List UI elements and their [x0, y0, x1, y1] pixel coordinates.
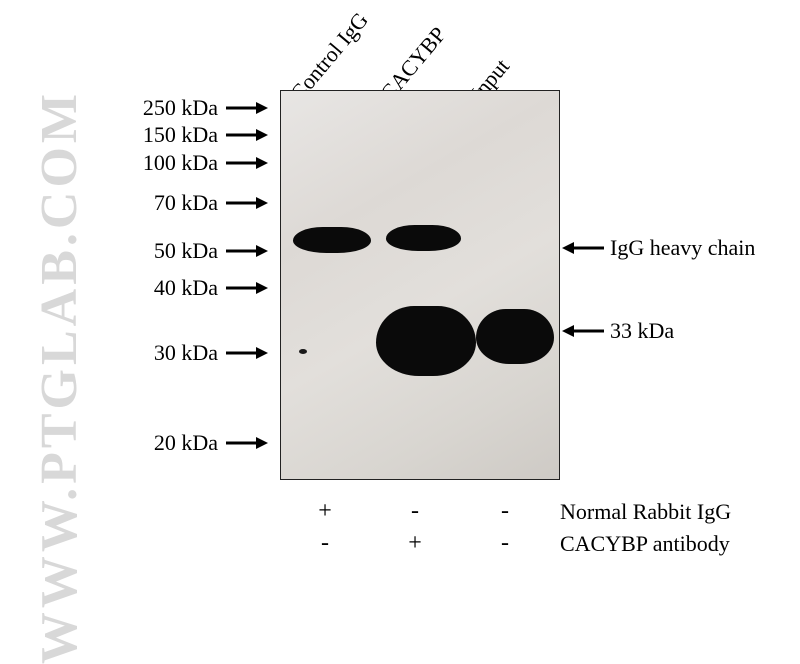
mw-marker-40: 40 kDa: [88, 275, 268, 301]
cond-label: CACYBP antibody: [560, 531, 730, 557]
cond-symbol: +: [280, 498, 370, 525]
blot-artifact-spot: [299, 349, 307, 354]
annot-igg-heavy-chain: IgG heavy chain: [562, 235, 755, 261]
mw-label: 30 kDa: [154, 340, 218, 366]
arrow-left-icon: [562, 324, 604, 338]
mw-marker-50: 50 kDa: [88, 238, 268, 264]
annot-label: 33 kDa: [610, 318, 674, 344]
arrow-left-icon: [562, 241, 604, 255]
mw-marker-30: 30 kDa: [88, 340, 268, 366]
mw-marker-70: 70 kDa: [88, 190, 268, 216]
arrow-right-icon: [226, 156, 268, 170]
western-blot-image: [280, 90, 560, 480]
mw-label: 70 kDa: [154, 190, 218, 216]
mw-marker-20: 20 kDa: [88, 430, 268, 456]
cond-symbol: -: [280, 530, 370, 557]
arrow-right-icon: [226, 101, 268, 115]
arrow-right-icon: [226, 346, 268, 360]
band-igg-hc-lane2: [386, 225, 461, 251]
mw-label: 250 kDa: [143, 95, 218, 121]
arrow-right-icon: [226, 281, 268, 295]
cond-symbol: -: [460, 530, 550, 557]
cond-symbol: -: [370, 498, 460, 525]
figure-container: WWW.PTGLAB.COM Control IgG CACYBP Input …: [0, 0, 800, 600]
watermark-text: WWW.PTGLAB.COM: [30, 90, 89, 664]
mw-label: 150 kDa: [143, 122, 218, 148]
band-cacybp-input: [476, 309, 554, 364]
mw-label: 40 kDa: [154, 275, 218, 301]
arrow-right-icon: [226, 128, 268, 142]
condition-row-cacybp-antibody: - + - CACYBP antibody: [280, 530, 730, 557]
mw-label: 100 kDa: [143, 150, 218, 176]
cond-label: Normal Rabbit IgG: [560, 499, 731, 525]
annot-33kda: 33 kDa: [562, 318, 674, 344]
mw-marker-150: 150 kDa: [88, 122, 268, 148]
mw-marker-250: 250 kDa: [88, 95, 268, 121]
arrow-right-icon: [226, 436, 268, 450]
arrow-right-icon: [226, 244, 268, 258]
band-igg-hc-lane1: [293, 227, 371, 253]
band-cacybp-lane2: [376, 306, 476, 376]
condition-row-normal-rabbit-igg: + - - Normal Rabbit IgG: [280, 498, 731, 525]
mw-label: 20 kDa: [154, 430, 218, 456]
cond-symbol: +: [370, 530, 460, 557]
mw-marker-100: 100 kDa: [88, 150, 268, 176]
mw-label: 50 kDa: [154, 238, 218, 264]
annot-label: IgG heavy chain: [610, 235, 755, 261]
cond-symbol: -: [460, 498, 550, 525]
arrow-right-icon: [226, 196, 268, 210]
